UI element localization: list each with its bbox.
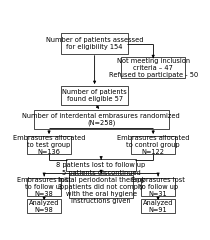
FancyBboxPatch shape	[61, 33, 128, 54]
FancyBboxPatch shape	[131, 136, 175, 155]
FancyBboxPatch shape	[141, 199, 175, 213]
FancyBboxPatch shape	[141, 178, 175, 196]
FancyBboxPatch shape	[121, 57, 185, 78]
FancyBboxPatch shape	[66, 159, 136, 171]
FancyBboxPatch shape	[27, 199, 61, 213]
Text: Number of interdental embrasures randomized
(N=258): Number of interdental embrasures randomi…	[22, 113, 180, 126]
Text: Number of patients assessed
for eligibility 154: Number of patients assessed for eligibil…	[46, 37, 143, 50]
Text: Embrasures allocated
to control group
N=122: Embrasures allocated to control group N=…	[117, 135, 189, 155]
Text: Number of patients
found eligible 57: Number of patients found eligible 57	[62, 89, 127, 102]
Text: Analyzed
N=91: Analyzed N=91	[143, 200, 173, 213]
FancyBboxPatch shape	[27, 136, 71, 155]
FancyBboxPatch shape	[27, 178, 61, 196]
Text: Embrasures allocated
to test group
N=136: Embrasures allocated to test group N=136	[13, 135, 85, 155]
Text: 5 patients discontinued
initial periodontal therapy
3 patients did not comply
wi: 5 patients discontinued initial periodon…	[58, 170, 145, 204]
FancyBboxPatch shape	[61, 86, 128, 105]
Text: Embrasures lost
to follow up
N=31: Embrasures lost to follow up N=31	[131, 177, 185, 197]
Text: Not meeting inclusion
criteria – 47
Refused to participate - 50: Not meeting inclusion criteria – 47 Refu…	[109, 58, 198, 78]
Text: Analyzed
N=98: Analyzed N=98	[29, 200, 59, 213]
Text: 8 patients lost to follow up: 8 patients lost to follow up	[56, 162, 146, 168]
FancyBboxPatch shape	[69, 175, 133, 198]
FancyBboxPatch shape	[34, 110, 169, 129]
Text: Embrasures lost
to follow up
N=38: Embrasures lost to follow up N=38	[17, 177, 71, 197]
